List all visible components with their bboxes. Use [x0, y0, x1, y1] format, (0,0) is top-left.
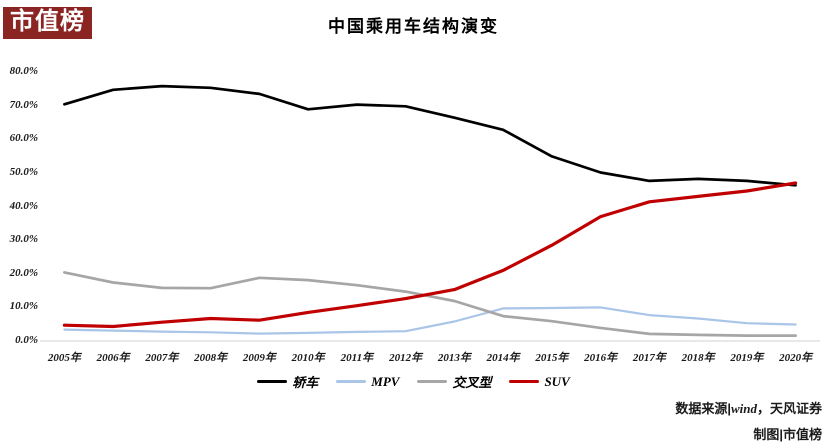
y-axis-tick-label: 0.0% — [15, 334, 38, 346]
chart-legend: 轿车 MPV 交叉型 SUV — [0, 372, 827, 391]
y-axis-tick-label: 10.0% — [9, 300, 38, 313]
y-axis-tick-label: 50.0% — [9, 165, 38, 178]
legend-label-suv: SUV — [544, 373, 570, 389]
data-source-suffix: ，天风证券 — [756, 401, 822, 416]
legend-item-sedan: 轿车 — [257, 372, 318, 391]
y-axis-tick-label: 40.0% — [9, 199, 38, 212]
y-axis-tick-label: 60.0% — [9, 132, 38, 145]
y-axis-tick-label: 30.0% — [9, 233, 38, 246]
suv-series-line — [62, 181, 798, 329]
data-source-note: 数据来源|wind，天风证券 — [675, 398, 822, 417]
legend-item-crossover: 交叉型 — [417, 372, 491, 391]
x-axis-tick-label: 2013年 — [437, 352, 471, 364]
x-axis-tick-label: 2009年 — [242, 352, 276, 364]
x-axis-tick-label: 2018年 — [681, 352, 715, 364]
sedan-series-line — [63, 84, 797, 187]
x-axis-tick-label: 2007年 — [145, 352, 179, 364]
x-axis-tick-label: 2010年 — [291, 352, 325, 364]
legend-label-crossover: 交叉型 — [452, 375, 492, 390]
legend-swatch-crossover — [417, 380, 448, 383]
x-axis-tick-label: 2008年 — [194, 352, 228, 364]
legend-label-sedan: 轿车 — [292, 375, 319, 390]
y-axis-tick-label: 80.0% — [9, 65, 38, 77]
x-axis-tick-label: 2012年 — [389, 352, 423, 364]
legend-swatch-mpv — [336, 380, 367, 383]
x-axis-tick-label: 2016年 — [584, 352, 618, 364]
mpv-series-line — [63, 306, 797, 335]
y-axis-tick-label: 20.0% — [9, 266, 38, 279]
legend-swatch-sedan — [257, 380, 288, 383]
chart-title: 中国乘用车结构演变 — [328, 17, 499, 36]
x-axis-tick-label: 2020年 — [779, 352, 813, 364]
data-source-name: wind — [730, 401, 757, 416]
crossover-series-line — [63, 271, 797, 337]
legend-item-suv: SUV — [509, 373, 570, 390]
y-axis-tick-label: 70.0% — [9, 98, 38, 111]
x-axis-tick-label: 2006年 — [96, 352, 130, 364]
chart-credit-note: 制图|市值榜 — [753, 427, 822, 442]
x-axis-tick-label: 2005年 — [47, 352, 81, 364]
data-source-prefix: 数据来源| — [675, 401, 731, 416]
site-logo: 市值榜 — [3, 7, 92, 40]
x-axis-tick-label: 2019年 — [730, 352, 764, 364]
x-axis-tick-label: 2015年 — [535, 352, 569, 364]
legend-label-mpv: MPV — [371, 373, 400, 389]
x-axis-tick-label: 2014年 — [486, 352, 520, 364]
legend-item-mpv: MPV — [336, 374, 399, 390]
x-axis-tick-label: 2011年 — [340, 352, 374, 364]
legend-swatch-suv — [509, 380, 540, 383]
x-axis-tick-label: 2017年 — [632, 352, 666, 364]
